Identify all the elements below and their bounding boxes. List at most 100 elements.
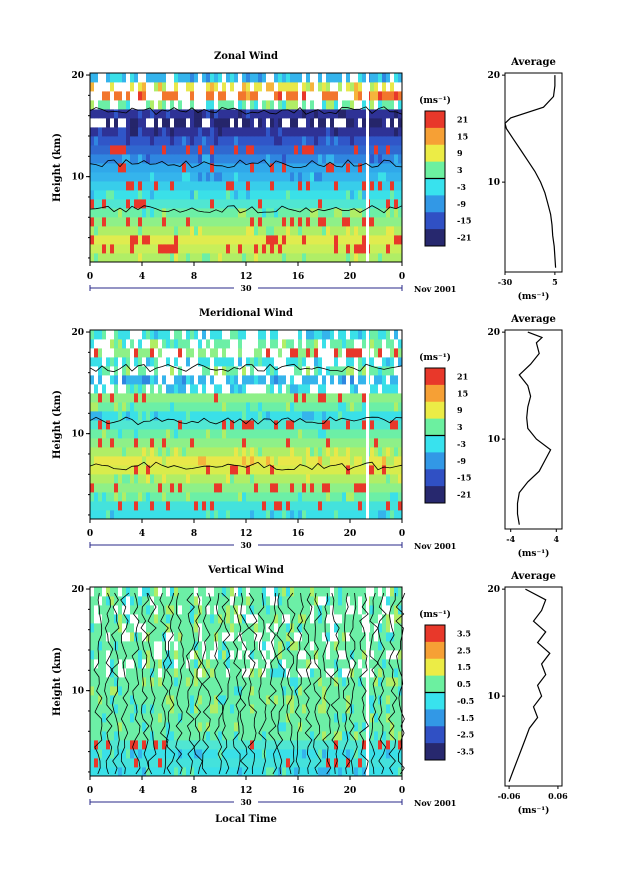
heatmap-cell	[238, 172, 243, 182]
heatmap-cell	[398, 632, 403, 642]
heatmap-cell	[186, 244, 191, 254]
heatmap-cell	[142, 695, 147, 705]
heatmap-cell	[338, 411, 343, 421]
day-label-bg	[234, 283, 258, 293]
heatmap-cell	[362, 154, 367, 164]
heatmap-cell	[278, 456, 283, 466]
heatmap-cell	[330, 456, 335, 466]
heatmap-cell	[206, 136, 211, 146]
heatmap-cell	[234, 402, 239, 412]
heatmap-cell	[278, 145, 283, 155]
heatmap-cell	[198, 420, 203, 430]
heatmap-cell	[274, 208, 279, 218]
heatmap-cell	[90, 483, 95, 493]
heatmap-cell	[122, 109, 127, 119]
heatmap-cell	[378, 704, 383, 714]
heatmap-cell	[126, 713, 131, 723]
heatmap-cell	[262, 154, 267, 164]
heatmap-cell	[106, 501, 111, 511]
heatmap-cell	[346, 614, 351, 624]
heatmap-cell	[118, 605, 123, 615]
heatmap-cell	[138, 659, 143, 669]
heatmap-cell	[326, 154, 331, 164]
heatmap-cell	[242, 677, 247, 687]
heatmap-cell	[126, 366, 131, 376]
heatmap-cell	[350, 253, 355, 263]
heatmap-cell	[326, 420, 331, 430]
heatmap-cell	[178, 208, 183, 218]
heatmap-cell	[294, 474, 299, 484]
heatmap-cell	[262, 226, 267, 236]
heatmap-cell	[386, 483, 391, 493]
heatmap-cell	[342, 483, 347, 493]
heatmap-cell	[202, 82, 207, 92]
heatmap-cell	[322, 614, 327, 624]
heatmap-cell	[94, 253, 99, 263]
heatmap-cell	[374, 510, 379, 520]
heatmap-cell	[398, 677, 403, 687]
heatmap-cell	[258, 217, 263, 227]
heatmap-cell	[274, 695, 279, 705]
heatmap-cell	[210, 366, 215, 376]
heatmap-cell	[158, 429, 163, 439]
heatmap-cell	[214, 740, 219, 750]
heatmap-cell	[286, 226, 291, 236]
heatmap-cell	[130, 100, 135, 110]
heatmap-cell	[262, 253, 267, 263]
heatmap-cell	[294, 172, 299, 182]
heatmap-cell	[346, 492, 351, 502]
heatmap-cell	[330, 181, 335, 191]
heatmap-cell	[242, 375, 247, 385]
heatmap-cell	[326, 659, 331, 669]
heatmap-cell	[326, 163, 331, 173]
heatmap-cell	[230, 366, 235, 376]
heatmap-cell	[110, 605, 115, 615]
heatmap-cell	[230, 623, 235, 633]
heatmap-cell	[334, 438, 339, 448]
heatmap-cell	[186, 375, 191, 385]
heatmap-cell	[278, 429, 283, 439]
heatmap-cell	[210, 235, 215, 245]
heatmap-cell	[254, 100, 259, 110]
heatmap-cell	[166, 226, 171, 236]
heatmap-cell	[362, 73, 367, 83]
heatmap-cell	[354, 82, 359, 92]
heatmap-cell	[174, 366, 179, 376]
heatmap-cell	[254, 668, 259, 678]
heatmap-cell	[186, 411, 191, 421]
heatmap-cell	[106, 587, 111, 597]
heatmap-cell	[382, 339, 387, 349]
heatmap-cell	[334, 348, 339, 358]
heatmap-cell	[110, 587, 115, 597]
heatmap-cell	[314, 731, 319, 741]
heatmap-cell	[382, 181, 387, 191]
heatmap-cell	[94, 172, 99, 182]
heatmap-cell	[306, 740, 311, 750]
colorbar-bin	[425, 435, 445, 453]
heatmap-cell	[190, 596, 195, 606]
heatmap-cell	[350, 632, 355, 642]
heatmap-cell	[134, 330, 139, 340]
heatmap-cell	[370, 226, 375, 236]
heatmap-cell	[130, 587, 135, 597]
heatmap-cell	[242, 190, 247, 200]
heatmap-cell	[346, 190, 351, 200]
heatmap-cell	[390, 429, 395, 439]
heatmap-cell	[386, 623, 391, 633]
heatmap-cell	[298, 339, 303, 349]
heatmap-cell	[254, 411, 259, 421]
heatmap-cell	[94, 208, 99, 218]
heatmap-cell	[98, 668, 103, 678]
heatmap-cell	[286, 208, 291, 218]
heatmap-cell	[130, 348, 135, 358]
heatmap-cell	[250, 411, 255, 421]
heatmap-cell	[278, 226, 283, 236]
heatmap-cell	[278, 244, 283, 254]
heatmap-cell	[310, 641, 315, 651]
heatmap-cell	[190, 199, 195, 209]
heatmap-cell	[378, 456, 383, 466]
heatmap-cell	[226, 393, 231, 403]
heatmap-cell	[306, 758, 311, 768]
heatmap-cell	[138, 330, 143, 340]
heatmap-cell	[246, 740, 251, 750]
